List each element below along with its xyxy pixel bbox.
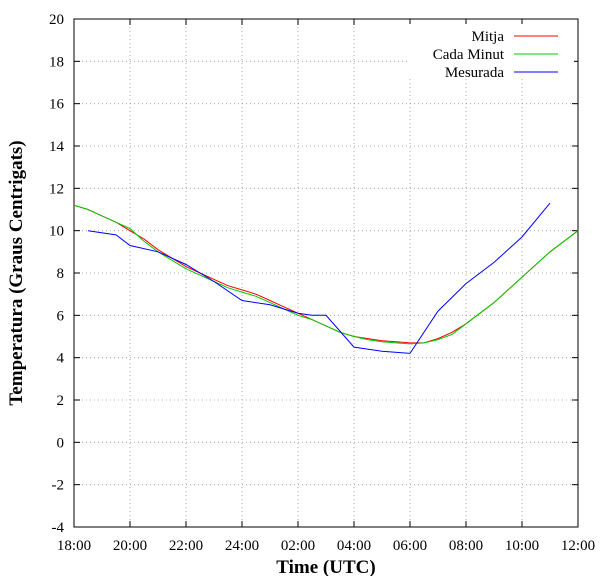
y-tick-label: 14 <box>49 139 65 155</box>
x-tick-label: 10:00 <box>505 538 539 554</box>
y-tick-label: 18 <box>49 54 64 70</box>
grid <box>74 19 578 527</box>
legend: Mitja Cada Minut Mesurada <box>408 24 574 81</box>
y-tick-label: -2 <box>52 478 65 494</box>
series-line-mitja <box>73 204 579 344</box>
axis-ticks: -4 -2 0 2 4 6 8 10 12 14 16 18 20 18:00 20:00 22:00 24:0… <box>49 12 595 554</box>
x-tick-label: 22:00 <box>169 538 203 554</box>
y-tick-label: 10 <box>49 224 64 240</box>
y-axis-title: Temperatura (Graus Centrigats) <box>6 140 27 405</box>
legend-label: Mesurada <box>445 65 504 81</box>
x-tick-label: 02:00 <box>281 538 315 554</box>
y-tick-label: 16 <box>49 97 65 113</box>
series-line-mesurada <box>87 202 551 354</box>
x-tick-label: 08:00 <box>449 538 483 554</box>
y-tick-label: 0 <box>57 435 65 451</box>
y-tick-label: 6 <box>57 308 65 324</box>
legend-label: Mitja <box>472 29 505 45</box>
y-tick-label: 2 <box>57 393 65 409</box>
legend-label: Cada Minut <box>433 47 505 63</box>
y-tick-label: 20 <box>49 12 64 28</box>
y-tick-label: 12 <box>49 181 64 197</box>
series-lines <box>73 202 579 354</box>
x-tick-label: 12:00 <box>561 538 595 554</box>
x-axis-title: Time (UTC) <box>276 557 375 576</box>
x-tick-label: 24:00 <box>225 538 259 554</box>
legend-background <box>408 24 574 76</box>
x-tick-label: 20:00 <box>113 538 147 554</box>
series-line-cada-minut <box>73 204 579 345</box>
y-tick-label: 4 <box>57 351 65 367</box>
x-tick-label: 04:00 <box>337 538 371 554</box>
y-tick-label: 8 <box>57 266 65 282</box>
y-tick-label: -4 <box>52 520 65 536</box>
x-tick-label: 06:00 <box>393 538 427 554</box>
x-tick-label: 18:00 <box>57 538 91 554</box>
